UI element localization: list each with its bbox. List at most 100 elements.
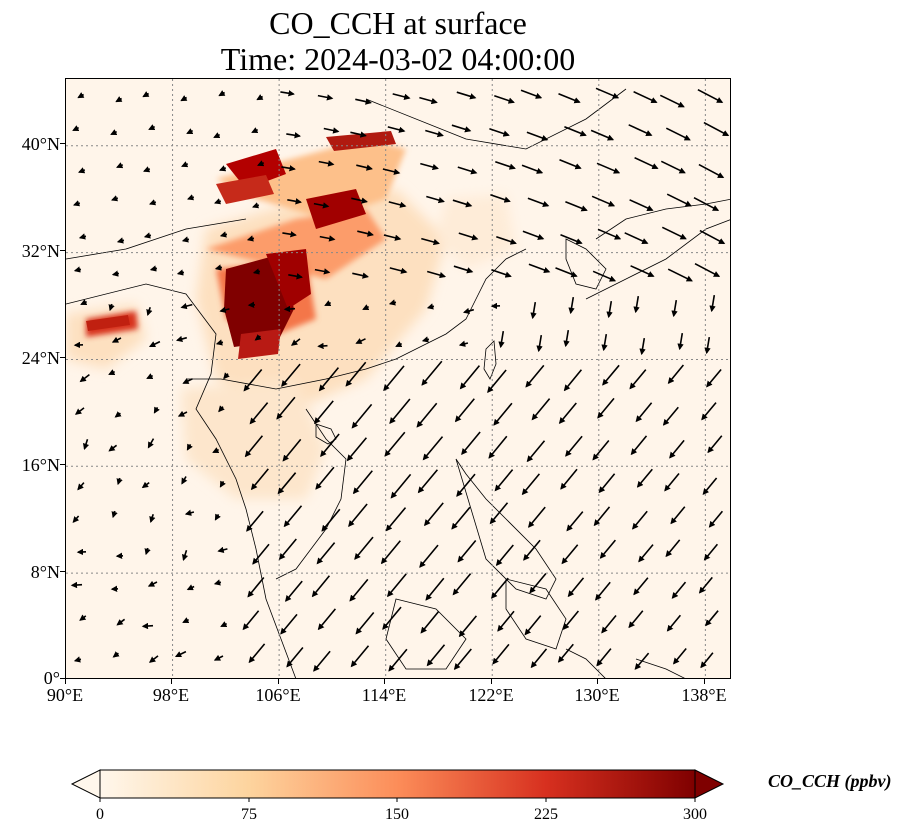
wind-arrow <box>351 197 368 204</box>
wind-arrow <box>420 162 439 171</box>
wind-arrow <box>143 166 151 173</box>
wind-arrow <box>186 128 194 135</box>
wind-arrow <box>661 226 687 240</box>
wind-arrow <box>280 90 295 97</box>
lon-tick-90e: 90°E <box>46 685 84 705</box>
wind-arrow <box>355 611 375 635</box>
wind-arrow <box>110 195 119 202</box>
wind-arrow <box>283 305 296 313</box>
wind-arrow <box>709 294 716 313</box>
wind-arrow <box>426 270 447 279</box>
lat-tick-40n: 40°N <box>21 134 60 154</box>
wind-arrow <box>702 477 718 495</box>
wind-arrow <box>357 230 374 237</box>
wind-arrow <box>220 621 228 628</box>
wind-arrow <box>697 88 724 104</box>
wind-arrow <box>601 333 608 352</box>
wind-arrow <box>601 614 617 634</box>
wind-arrow <box>314 268 331 275</box>
wind-arrow <box>215 339 224 346</box>
wind-arrow <box>319 235 336 242</box>
wind-arrow <box>677 332 684 351</box>
wind-arrow <box>115 96 123 103</box>
wind-arrow <box>496 235 517 245</box>
wind-arrow <box>461 431 481 455</box>
wind-arrow <box>219 231 228 238</box>
wind-arrow <box>244 435 264 458</box>
wind-arrow <box>141 622 154 630</box>
title-line-1: CO_CCH at surface <box>269 5 527 41</box>
wind-arrow <box>528 263 551 273</box>
wind-arrow <box>494 94 515 104</box>
wind-arrow <box>497 610 515 632</box>
wind-arrow <box>635 402 653 423</box>
wind-arrow <box>352 470 373 495</box>
wind-arrow <box>384 431 406 457</box>
wind-arrow <box>698 163 725 179</box>
wind-arrow <box>426 195 445 204</box>
title-line-2: Time: 2024-03-02 04:00:00 <box>220 41 576 77</box>
wind-arrow <box>250 468 269 491</box>
wind-arrow <box>70 581 83 589</box>
wind-arrow <box>143 232 152 239</box>
wind-arrow <box>666 614 682 632</box>
wind-arrow <box>382 168 401 175</box>
wind-arrow <box>146 373 154 380</box>
wind-arrow <box>659 94 685 108</box>
wind-arrow <box>638 544 654 563</box>
wind-arrow <box>82 438 90 451</box>
wind-arrow <box>282 438 302 462</box>
wind-arrow <box>459 365 481 390</box>
wind-arrow <box>493 402 513 426</box>
wind-arrow <box>565 200 588 212</box>
wind-arrow <box>536 334 543 353</box>
wind-arrow <box>636 468 653 488</box>
wind-arrow <box>278 538 297 560</box>
lat-tickmark-16n <box>60 464 65 465</box>
lon-tick-106e: 106°E <box>255 685 301 705</box>
lat-tickmark-40n <box>60 143 65 144</box>
wind-arrow <box>388 299 397 306</box>
wind-arrow <box>634 156 659 170</box>
wind-arrow <box>526 440 546 463</box>
wind-arrow <box>186 194 195 201</box>
wind-arrow <box>213 654 224 661</box>
wind-arrow <box>387 126 406 133</box>
wind-arrow <box>252 268 261 275</box>
wind-arrow <box>560 468 578 490</box>
wind-arrow <box>521 473 541 496</box>
wind-arrow <box>318 367 340 392</box>
wind-arrow <box>355 98 372 105</box>
wind-arrow <box>453 265 474 274</box>
wind-arrow <box>462 307 475 315</box>
wind-arrow <box>217 546 228 553</box>
wind-arrow <box>287 198 302 205</box>
wind-arrow <box>78 233 87 240</box>
wind-arrow <box>561 544 579 565</box>
wind-arrow <box>386 573 407 598</box>
wind-arrow <box>254 334 262 341</box>
wind-arrow <box>141 481 150 489</box>
wind-arrow <box>276 396 296 420</box>
wind-arrow <box>703 121 730 137</box>
wind-arrow <box>219 480 226 488</box>
lon-tickmark-90e <box>65 679 66 684</box>
wind-arrow <box>495 160 516 170</box>
wind-arrow <box>596 162 621 174</box>
wind-arrow <box>425 577 445 601</box>
wind-arrow <box>78 167 86 174</box>
wind-arrow <box>453 648 472 670</box>
wind-arrow <box>423 502 444 527</box>
wind-arrow <box>116 477 123 486</box>
wind-arrow <box>559 159 582 170</box>
wind-arrow <box>595 87 620 99</box>
wind-arrow <box>354 536 374 560</box>
wind-arrow <box>321 508 341 532</box>
lon-tickmark-122e <box>491 679 492 684</box>
wind-arrow <box>72 200 81 207</box>
wind-arrow <box>592 439 610 461</box>
wind-arrow <box>181 161 189 168</box>
wind-arrow <box>146 306 153 317</box>
wind-arrow <box>694 262 721 278</box>
wind-arrow <box>213 198 222 205</box>
